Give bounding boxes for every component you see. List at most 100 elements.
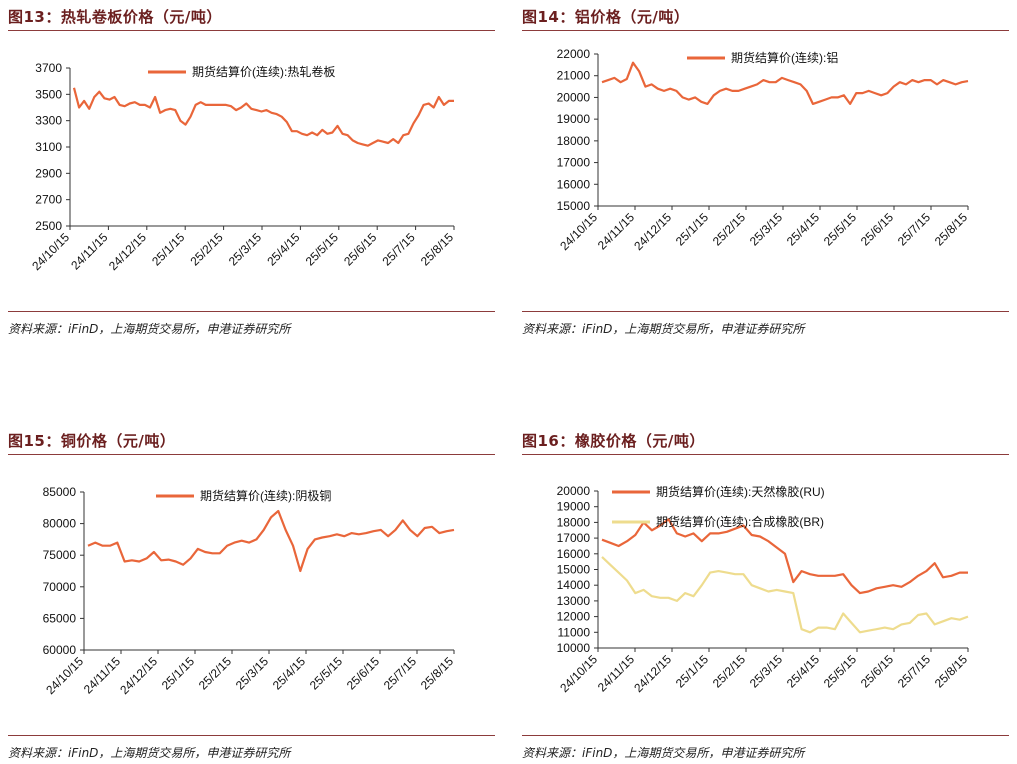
x-tick-label: 25/5/15 (821, 652, 859, 690)
chart-title: 图14：铝价格（元/吨） (522, 8, 690, 26)
series-line-0 (72, 87, 454, 147)
y-tick-label: 14000 (557, 578, 591, 592)
y-tick-label: 70000 (43, 580, 77, 594)
y-tick-label: 16000 (557, 177, 591, 191)
y-tick-label: 18000 (557, 515, 591, 529)
legend-label: 期货结算价(连续):热轧卷板 (192, 64, 335, 79)
x-tick-label: 24/10/15 (557, 652, 600, 695)
title-divider (8, 454, 495, 455)
x-tick-label: 25/7/15 (895, 652, 933, 690)
x-tick-label: 24/10/15 (43, 654, 86, 697)
source-divider (522, 735, 1009, 736)
x-tick-label: 25/1/15 (673, 210, 711, 248)
x-tick-label: 25/6/15 (344, 654, 382, 692)
y-tick-label: 17000 (557, 531, 591, 545)
x-tick-label: 24/10/15 (29, 230, 72, 273)
source-note: 资料来源：iFinD，上海期货交易所，申港证券研究所 (8, 322, 291, 336)
series-line-1 (601, 556, 969, 634)
x-tick-label: 25/8/15 (418, 654, 456, 692)
x-tick-label: 25/8/15 (418, 230, 456, 268)
x-tick-label: 25/5/15 (303, 230, 341, 268)
y-tick-label: 2900 (35, 166, 62, 180)
x-tick-label: 25/1/15 (159, 654, 197, 692)
y-tick-label: 12000 (557, 610, 591, 624)
x-tick-label: 25/8/15 (932, 652, 970, 690)
title-divider (8, 30, 495, 31)
y-tick-label: 21000 (557, 69, 591, 83)
chart-title: 图15：铜价格（元/吨） (8, 432, 176, 450)
x-tick-label: 25/1/15 (673, 652, 711, 690)
x-tick-label: 24/10/15 (557, 210, 600, 253)
series-line-0 (87, 509, 455, 573)
y-tick-label: 85000 (43, 485, 77, 499)
x-tick-label: 24/12/15 (631, 652, 674, 695)
x-tick-label: 24/11/15 (595, 652, 638, 695)
source-divider (8, 735, 495, 736)
y-tick-label: 20000 (557, 90, 591, 104)
source-note: 资料来源：iFinD，上海期货交易所，申港证券研究所 (8, 746, 291, 760)
x-tick-label: 25/4/15 (784, 652, 822, 690)
y-tick-label: 10000 (557, 641, 591, 655)
x-tick-label: 25/7/15 (380, 230, 418, 268)
y-tick-label: 2500 (35, 219, 62, 233)
y-tick-label: 2700 (35, 193, 62, 207)
y-tick-label: 60000 (43, 643, 77, 657)
x-tick-label: 25/7/15 (895, 210, 933, 248)
x-tick-label: 25/2/15 (710, 210, 748, 248)
x-tick-label: 24/12/15 (117, 654, 160, 697)
title-divider (522, 454, 1009, 455)
chart-aluminum: 15000 16000 17000 18000 19000 20000 21000 22000… (557, 47, 971, 253)
title-divider (522, 30, 1009, 31)
chart-title: 图16：橡胶价格（元/吨） (522, 432, 705, 450)
chart-hot-rolled-coil: 250027002900310033003500370024/10/1524/1… (29, 61, 456, 273)
y-tick-label: 3500 (35, 87, 62, 101)
y-tick-label: 20000 (557, 484, 591, 498)
x-tick-label: 24/12/15 (631, 210, 674, 253)
y-tick-label: 19000 (557, 112, 591, 126)
y-tick-label: 3300 (35, 114, 62, 128)
x-tick-label: 24/11/15 (595, 210, 638, 253)
y-tick-label: 15000 (557, 563, 591, 577)
source-divider (522, 311, 1009, 312)
x-tick-label: 25/5/15 (307, 654, 345, 692)
x-tick-label: 25/6/15 (858, 210, 896, 248)
x-tick-label: 25/8/15 (932, 210, 970, 248)
x-tick-label: 25/1/15 (149, 230, 187, 268)
legend-label: 期货结算价(连续):铝 (731, 50, 838, 65)
y-tick-label: 65000 (43, 611, 77, 625)
x-tick-label: 25/4/15 (264, 230, 302, 268)
source-note: 资料来源：iFinD，上海期货交易所，申港证券研究所 (522, 322, 805, 336)
x-tick-label: 24/12/15 (106, 230, 149, 273)
y-tick-label: 17000 (557, 156, 591, 170)
x-tick-label: 24/11/15 (68, 230, 111, 273)
x-tick-label: 25/7/15 (381, 654, 419, 692)
legend-label: 期货结算价(连续):天然橡胶(RU) (656, 484, 825, 499)
y-tick-label: 75000 (43, 548, 77, 562)
y-tick-label: 22000 (557, 47, 591, 61)
legend-label: 期货结算价(连续):合成橡胶(BR) (656, 514, 824, 529)
chart-title: 图13：热轧卷板价格（元/吨） (8, 8, 222, 26)
y-tick-label: 80000 (43, 517, 77, 531)
x-tick-label: 24/11/15 (81, 654, 124, 697)
source-note: 资料来源：iFinD，上海期货交易所，申港证券研究所 (522, 746, 805, 760)
y-tick-label: 18000 (557, 134, 591, 148)
x-tick-label: 25/3/15 (233, 654, 271, 692)
x-tick-label: 25/5/15 (821, 210, 859, 248)
y-tick-label: 19000 (557, 500, 591, 514)
y-tick-label: 15000 (557, 199, 591, 213)
series-line-0 (601, 61, 969, 106)
x-tick-label: 25/3/15 (226, 230, 264, 268)
x-tick-label: 25/2/15 (710, 652, 748, 690)
x-tick-label: 25/2/15 (196, 654, 234, 692)
x-tick-label: 25/3/15 (747, 210, 785, 248)
series-line-0 (601, 518, 968, 595)
x-tick-label: 25/6/15 (858, 652, 896, 690)
x-tick-label: 25/4/15 (270, 654, 308, 692)
x-tick-label: 25/2/15 (188, 230, 226, 268)
y-tick-label: 3100 (35, 140, 62, 154)
y-tick-label: 3700 (35, 61, 62, 75)
x-tick-label: 25/4/15 (784, 210, 822, 248)
y-tick-label: 16000 (557, 547, 591, 561)
x-tick-label: 25/6/15 (341, 230, 379, 268)
